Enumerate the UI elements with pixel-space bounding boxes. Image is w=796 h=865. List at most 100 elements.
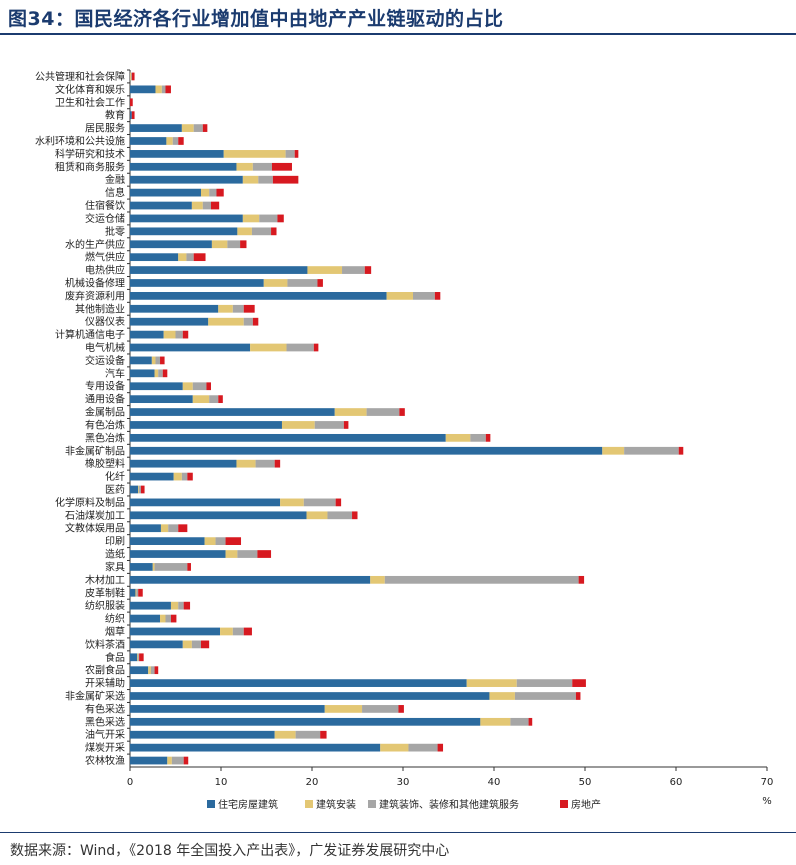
source-divider bbox=[0, 832, 796, 833]
category-label: 金属制品 bbox=[85, 406, 125, 419]
legend-swatch bbox=[207, 800, 215, 808]
category-label: 医药 bbox=[105, 484, 125, 496]
x-tick-label: 40 bbox=[488, 777, 501, 788]
bar-segment bbox=[257, 550, 272, 558]
category-label: 租赁和商务服务 bbox=[55, 160, 125, 173]
category-label: 交运设备 bbox=[85, 354, 125, 367]
category-label: 开采辅助 bbox=[85, 677, 125, 690]
category-label: 专用设备 bbox=[85, 380, 125, 393]
bar-segment bbox=[131, 72, 135, 81]
category-label: 卫生和社会工作 bbox=[55, 96, 125, 109]
bar-segment bbox=[165, 85, 171, 94]
bar-segment bbox=[252, 317, 259, 326]
bar-segment bbox=[130, 640, 183, 649]
bar-segment bbox=[130, 98, 133, 107]
bar-segment bbox=[277, 214, 284, 223]
category-label: 仪器仪表 bbox=[85, 315, 125, 328]
bar-segment bbox=[572, 679, 586, 687]
bar-segment bbox=[294, 150, 299, 158]
category-label: 计算机通信电子 bbox=[55, 328, 125, 341]
bar-segment bbox=[130, 588, 136, 597]
bar-segment bbox=[165, 614, 171, 623]
bar-segment bbox=[364, 266, 372, 274]
bar-segment bbox=[130, 330, 164, 339]
bar-segment bbox=[130, 524, 161, 533]
bar-segment bbox=[183, 601, 191, 610]
bar-segment bbox=[366, 408, 400, 416]
bar-segment bbox=[295, 730, 321, 739]
legend-label: 房地产 bbox=[571, 798, 601, 811]
category-label: 水的生产供应 bbox=[65, 238, 125, 251]
bar-segment bbox=[303, 498, 336, 507]
bar-segment bbox=[274, 730, 296, 739]
bar-segment bbox=[130, 601, 171, 610]
bar-segment bbox=[130, 421, 282, 429]
legend-label: 建筑安装 bbox=[316, 798, 356, 811]
bar-segment bbox=[166, 137, 173, 145]
category-label: 有色采选 bbox=[85, 702, 125, 715]
category-label: 机械设备修理 bbox=[65, 276, 125, 289]
legend-swatch bbox=[368, 800, 376, 808]
bar-segment bbox=[528, 717, 533, 726]
x-tick-label: 50 bbox=[579, 777, 592, 788]
bar-segment bbox=[130, 446, 603, 455]
bar-segment bbox=[434, 292, 441, 300]
bar-segment bbox=[313, 343, 319, 352]
bar-segment bbox=[182, 640, 192, 649]
bar-segment bbox=[130, 162, 237, 171]
bar-segment bbox=[130, 279, 264, 287]
bar-segment bbox=[352, 511, 358, 520]
bar-segment bbox=[384, 575, 579, 584]
bar-segment bbox=[130, 266, 308, 274]
bar-segment bbox=[160, 524, 169, 533]
bar-segment bbox=[218, 395, 223, 404]
bar-segment bbox=[218, 304, 233, 313]
bar-segment bbox=[225, 550, 238, 558]
bar-segment bbox=[192, 395, 210, 404]
category-label: 石油煤炭加工 bbox=[65, 509, 125, 522]
bar-segment bbox=[154, 563, 188, 571]
category-label: 化学原料及制品 bbox=[55, 496, 125, 509]
bar-segment bbox=[130, 563, 153, 571]
bar-segment bbox=[160, 356, 165, 365]
bar-segment bbox=[130, 537, 205, 545]
source-note: 数据来源：Wind，《2018 年全国投入产出表》，广发证券发展研究中心 bbox=[10, 843, 450, 859]
category-label: 有色冶炼 bbox=[85, 418, 125, 431]
category-label: 家具 bbox=[105, 560, 125, 573]
bar-segment bbox=[139, 653, 144, 662]
bar-segment bbox=[225, 537, 242, 545]
bar-segment bbox=[236, 459, 256, 468]
bar-segment bbox=[342, 266, 365, 274]
category-label: 饮料茶酒 bbox=[85, 638, 125, 651]
bar-segment bbox=[161, 85, 166, 94]
bar-segment bbox=[258, 175, 273, 184]
x-tick-label: 0 bbox=[127, 777, 133, 788]
bar-segment bbox=[516, 679, 573, 687]
bar-segment bbox=[130, 717, 481, 726]
bar-segment bbox=[314, 421, 344, 429]
category-label: 交运仓储 bbox=[85, 212, 125, 225]
x-tick-label: 60 bbox=[670, 777, 683, 788]
bar-segment bbox=[130, 395, 193, 404]
category-label: 通用设备 bbox=[85, 393, 125, 406]
bar-segment bbox=[130, 214, 243, 223]
category-label: 农副食品 bbox=[85, 664, 125, 677]
bar-segment bbox=[178, 137, 184, 145]
bar-segment bbox=[514, 692, 576, 700]
category-label: 非金属矿采选 bbox=[65, 690, 125, 703]
category-label: 电热供应 bbox=[85, 264, 125, 277]
bar-segment bbox=[191, 640, 201, 649]
category-label: 废弃资源利用 bbox=[65, 289, 125, 302]
bar-segment bbox=[437, 743, 444, 752]
bar-segment bbox=[155, 356, 161, 365]
bar-segment bbox=[130, 575, 371, 584]
bar-segment bbox=[271, 227, 277, 236]
bar-segment bbox=[175, 330, 183, 339]
bar-segment bbox=[130, 292, 387, 300]
bar-segment bbox=[167, 756, 172, 765]
bar-segment bbox=[154, 369, 159, 378]
stacked-bar-chart: 公共管理和社会保障文化体育和娱乐卫生和社会工作教育居民服务水利环境和公共设施科学… bbox=[35, 69, 773, 811]
bar-segment bbox=[202, 201, 211, 210]
bar-segment bbox=[466, 679, 517, 687]
category-label: 化纤 bbox=[105, 470, 125, 483]
